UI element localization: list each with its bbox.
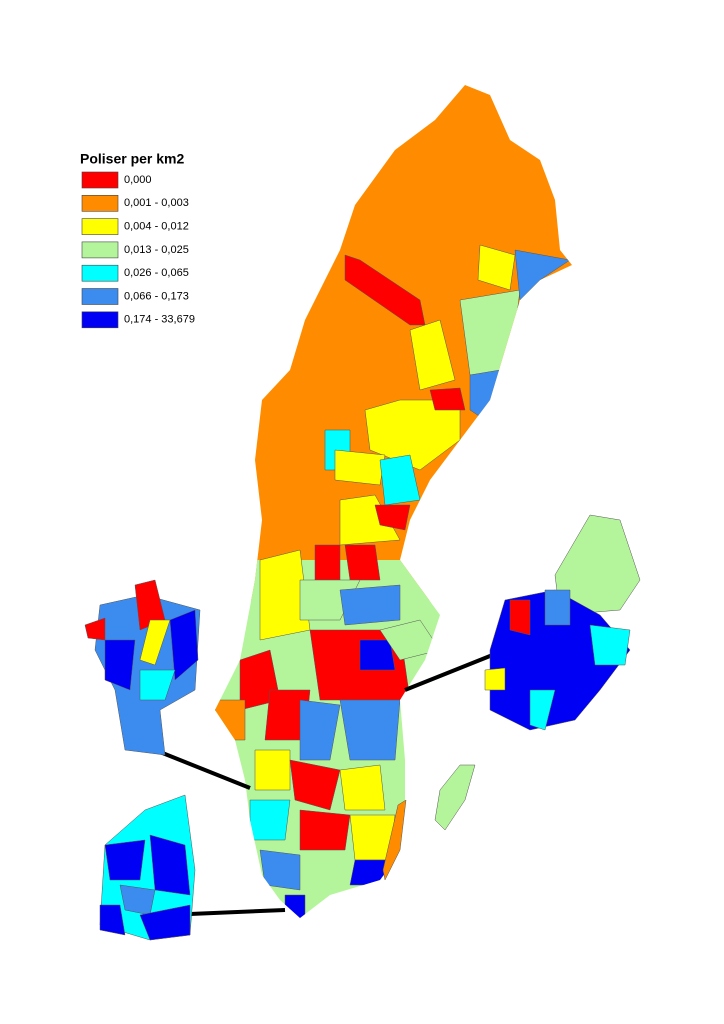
legend-swatch <box>81 195 119 212</box>
legend-swatch <box>81 171 119 189</box>
legend-label: 0,013 - 0,025 <box>124 244 189 256</box>
legend-label: 0,004 - 0,012 <box>124 221 189 233</box>
legend-label: 0,000 <box>124 174 152 186</box>
inset-southwest <box>99 794 196 941</box>
legend-label: 0,001 - 0,003 <box>124 197 189 209</box>
legend-label: 0,026 - 0,065 <box>124 267 189 279</box>
oland <box>382 799 407 881</box>
legend-swatch <box>81 264 119 282</box>
inset-west <box>84 579 201 756</box>
legend-title: Poliser per km2 <box>80 151 184 167</box>
gotland <box>434 764 476 831</box>
legend-swatch <box>81 218 119 235</box>
legend-swatch <box>81 241 119 259</box>
connector-lines <box>159 648 506 916</box>
sweden-map <box>215 85 572 918</box>
inset-stockholm <box>484 514 641 731</box>
legend-label: 0,174 - 33,679 <box>124 314 195 326</box>
legend-swatch <box>81 288 119 305</box>
legend: 0,000 0,001 - 0,003 0,004 - 0,012 0,013 - 0… <box>81 171 195 329</box>
legend-label: 0,066 - 0,173 <box>124 290 189 302</box>
legend-swatch <box>81 311 119 329</box>
